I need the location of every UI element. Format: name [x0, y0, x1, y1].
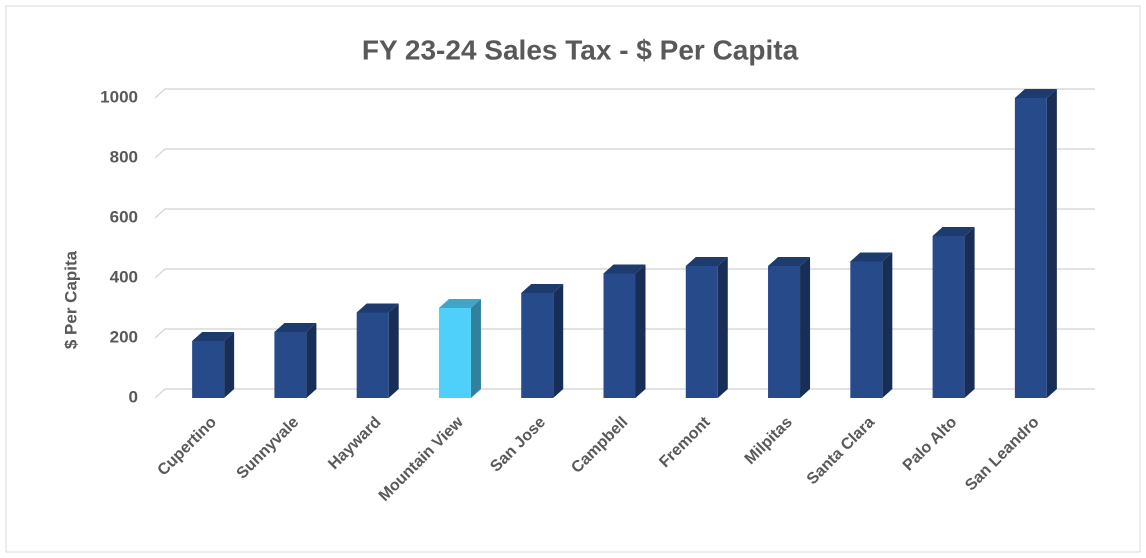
grid-line: [154, 148, 1095, 159]
y-tick-label: 0: [129, 387, 138, 406]
bar-side: [388, 303, 399, 398]
bar-top: [192, 332, 235, 341]
y-tick-label: 800: [110, 147, 138, 166]
bar-side: [800, 257, 811, 398]
bar-top: [356, 303, 399, 313]
y-tick-label: 200: [110, 327, 138, 346]
bar-top: [274, 323, 317, 332]
bar-side: [964, 227, 975, 398]
bar-side: [882, 252, 893, 398]
bar: [438, 308, 471, 398]
bar-side: [224, 332, 235, 398]
y-tick-label: 1000: [100, 87, 138, 106]
bar: [685, 266, 718, 398]
bar-top: [521, 284, 564, 293]
grid-line: [154, 208, 1095, 219]
y-tick-label: 600: [110, 207, 138, 226]
bar-top: [850, 252, 893, 262]
bar-top: [438, 299, 481, 308]
bar-top: [768, 257, 811, 266]
bar-top: [603, 264, 646, 274]
bar-side: [717, 257, 728, 398]
bar: [356, 312, 389, 398]
bar-side: [306, 323, 317, 398]
chart-title: FY 23-24 Sales Tax - $ Per Capita: [362, 34, 799, 65]
bar: [521, 293, 554, 398]
bar-side: [635, 264, 646, 398]
bar: [192, 341, 225, 398]
bar-side: [470, 299, 481, 398]
bar: [932, 236, 965, 398]
y-tick-label: 400: [110, 267, 138, 286]
bar-side: [1046, 89, 1057, 398]
y-axis-label: $ Per Capita: [61, 250, 80, 349]
bar-top: [1014, 89, 1057, 98]
bar: [1014, 98, 1047, 398]
bar: [603, 273, 636, 398]
bar: [850, 261, 883, 398]
bar: [274, 332, 307, 398]
bar: [768, 266, 801, 398]
grid-line: [154, 88, 1095, 99]
bar-top: [685, 257, 728, 266]
bar-top: [932, 227, 975, 236]
bar-side: [553, 284, 564, 398]
